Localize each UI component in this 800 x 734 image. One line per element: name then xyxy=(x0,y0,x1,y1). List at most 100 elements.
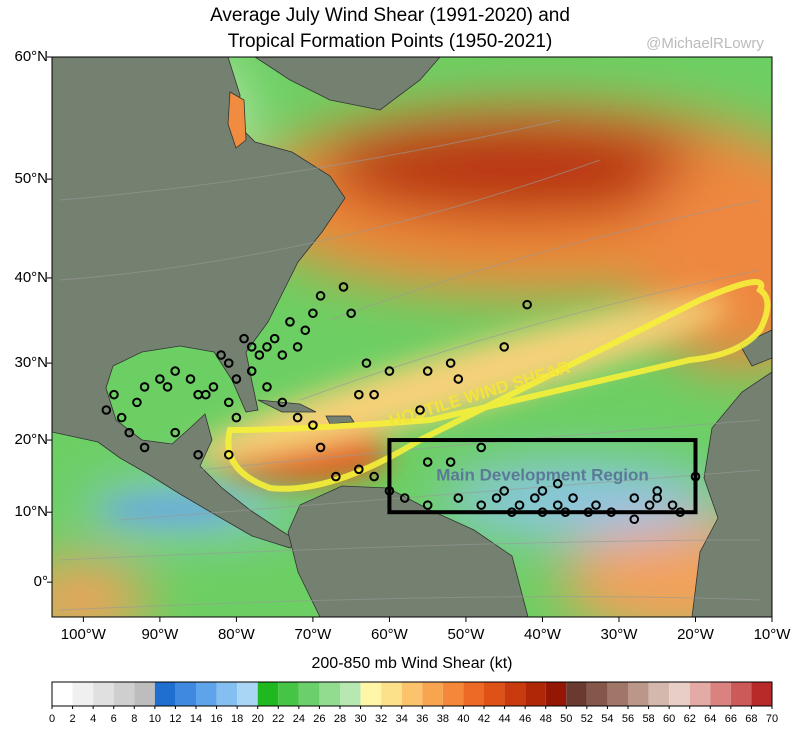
colorbar-swatch xyxy=(381,682,402,706)
formation-point xyxy=(422,500,433,510)
formation-point xyxy=(285,317,295,327)
colorbar-tick-label: 14 xyxy=(190,713,202,725)
formation-point xyxy=(139,382,150,392)
colorbar-swatch xyxy=(648,682,670,706)
colorbar-swatch xyxy=(689,682,711,706)
formation-point xyxy=(652,486,663,496)
formation-point xyxy=(109,389,119,400)
y-tick-label: 50°N xyxy=(14,170,48,187)
colorbar-tick-label: 32 xyxy=(375,713,387,725)
formation-point xyxy=(591,500,601,510)
formation-point xyxy=(690,471,701,482)
formation-point xyxy=(491,493,502,503)
formation-point xyxy=(552,478,563,489)
streamlines xyxy=(59,119,761,611)
colorbar-tick-label: 68 xyxy=(745,713,757,725)
formation-point xyxy=(170,427,180,438)
colorbar-tick-label: 46 xyxy=(519,713,531,725)
colorbar-tick-label: 10 xyxy=(149,713,161,725)
formation-point xyxy=(155,374,165,384)
colorbar-swatch xyxy=(319,682,340,706)
formation-point xyxy=(453,493,464,503)
x-tick-label: 30°W xyxy=(601,626,639,643)
colorbar-tick-label: 52 xyxy=(581,713,593,725)
formation-point xyxy=(476,442,487,453)
colorbar-tick-label: 8 xyxy=(131,713,137,725)
colorbar-tick-label: 24 xyxy=(293,713,305,725)
colorbar-swatch xyxy=(525,682,546,706)
colorbar-tick-label: 18 xyxy=(231,713,243,725)
colorbar-swatch xyxy=(154,682,176,706)
formation-point xyxy=(499,342,509,352)
formation-point xyxy=(223,449,234,460)
x-tick-label: 20°W xyxy=(677,626,715,643)
formation-point xyxy=(223,397,234,408)
formation-point xyxy=(292,412,303,423)
x-tick-label: 40°W xyxy=(524,626,562,643)
formation-point xyxy=(346,308,356,319)
formation-point xyxy=(445,358,456,368)
formation-point xyxy=(254,350,265,360)
formation-point xyxy=(338,282,349,292)
y-tick-label: 30°N xyxy=(14,354,48,371)
colorbar-swatch xyxy=(237,682,258,706)
formation-point xyxy=(308,308,318,319)
colorbar-tick-label: 16 xyxy=(210,713,222,725)
formation-point xyxy=(514,500,525,510)
formation-point xyxy=(132,397,142,408)
y-tick-label: 40°N xyxy=(14,269,48,286)
formation-point xyxy=(124,427,135,438)
formation-point xyxy=(139,442,150,453)
formation-point xyxy=(231,374,242,384)
colorbar-swatch xyxy=(113,682,135,706)
formation-point xyxy=(292,342,303,352)
formation-point xyxy=(537,486,548,496)
formation-point xyxy=(384,366,395,376)
formation-point xyxy=(606,507,617,518)
x-tick-label: 90°W xyxy=(141,626,179,643)
formation-point xyxy=(223,358,234,368)
formation-point xyxy=(185,374,196,384)
colorbar-swatch xyxy=(340,682,361,706)
formation-point xyxy=(354,464,364,475)
colorbar-tick-label: 28 xyxy=(334,713,346,725)
formation-point xyxy=(193,449,203,460)
mdr-label: Main Development Region xyxy=(436,466,649,485)
colorbar-tick-label: 66 xyxy=(725,713,737,725)
formation-point xyxy=(315,442,326,453)
colorbar-swatch xyxy=(401,682,423,706)
formation-point xyxy=(560,507,571,518)
colorbar-tick-label: 48 xyxy=(540,713,552,725)
colorbar-swatch xyxy=(93,682,114,706)
colorbar-swatch xyxy=(134,682,155,706)
formation-point xyxy=(277,350,288,360)
formation-point xyxy=(507,507,517,518)
colorbar-swatch xyxy=(730,682,752,706)
colorbar-tick-label: 4 xyxy=(90,713,96,725)
formation-point xyxy=(231,412,242,423)
formation-point xyxy=(246,342,257,352)
mdr-box xyxy=(387,438,698,515)
formation-point xyxy=(445,457,456,467)
y-tick-label: 20°N xyxy=(14,431,48,448)
formation-point xyxy=(415,405,425,415)
colorbar-swatch xyxy=(196,682,217,706)
formation-point xyxy=(422,457,433,467)
colorbar-tick-label: 56 xyxy=(622,713,634,725)
colorbar-tick-label: 64 xyxy=(704,713,716,725)
colorbar-swatch xyxy=(216,682,238,706)
formation-point xyxy=(354,389,364,400)
colorbar-tick-label: 58 xyxy=(642,713,654,725)
formation-point xyxy=(675,507,685,518)
hostile-zone xyxy=(225,279,771,492)
colorbar-swatch xyxy=(298,682,320,706)
credit: @MichaelRLowry xyxy=(646,35,764,52)
colorbar-swatch xyxy=(628,682,649,706)
formation-point xyxy=(277,397,288,408)
formation-point xyxy=(629,493,640,503)
colorbar-tick-label: 40 xyxy=(457,713,469,725)
colorbar-tick-label: 6 xyxy=(111,713,117,725)
colorbar-swatch xyxy=(504,682,526,706)
formation-point xyxy=(629,514,640,525)
y-tick-label: 10°N xyxy=(14,503,48,520)
